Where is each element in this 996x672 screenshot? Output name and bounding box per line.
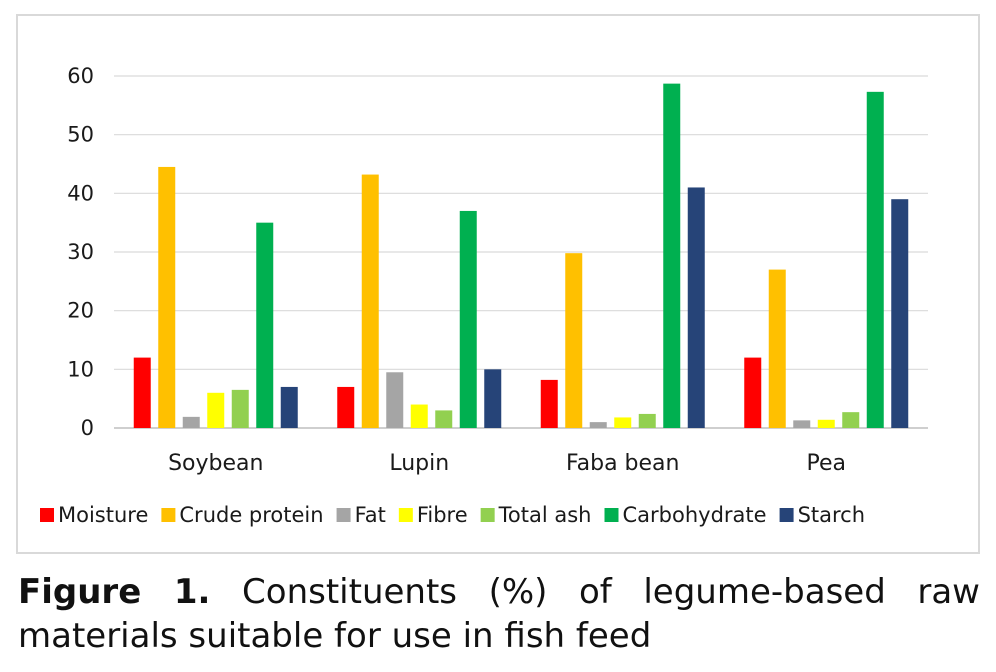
- bar-fat: [182, 416, 200, 428]
- bar-starch: [484, 369, 502, 428]
- y-tick-label: 60: [67, 64, 94, 88]
- y-tick-label: 40: [67, 181, 94, 205]
- bar-starch: [891, 199, 909, 428]
- bar-carbohydrate: [663, 83, 681, 429]
- bar-moisture: [337, 386, 355, 428]
- bar-carbohydrate: [866, 91, 884, 428]
- bar-crude-protein: [768, 269, 786, 428]
- legend-swatch: [40, 508, 54, 522]
- legend: Moisture Crude protein Fat Fibre Total ash Ca…: [40, 503, 865, 527]
- legend-label: Starch: [798, 503, 865, 527]
- legend-item: Carbohydrate: [604, 503, 767, 527]
- bar-carbohydrate: [459, 210, 477, 428]
- legend-swatch: [779, 508, 794, 522]
- x-category-label: Faba bean: [566, 451, 679, 476]
- legend-swatch: [398, 508, 413, 522]
- bar-fibre: [817, 419, 835, 428]
- legend-swatch: [604, 508, 619, 522]
- legend-label: Moisture: [58, 503, 148, 527]
- bar-crude-protein: [361, 174, 379, 428]
- figure-caption-text: Constituents (%) of legume-based raw mat…: [18, 572, 980, 656]
- y-axis-ticks: 0 10 20 30 40 50 60: [67, 64, 94, 440]
- bars: [133, 83, 909, 429]
- gridlines: [114, 75, 928, 429]
- bar-fat: [386, 372, 404, 428]
- bar-carbohydrate: [256, 222, 274, 428]
- bar-fibre: [207, 392, 225, 428]
- legend-label: Fibre: [417, 503, 468, 527]
- bar-crude-protein: [565, 253, 583, 428]
- legend-item: Fat: [336, 503, 386, 527]
- legend-item: Fibre: [398, 503, 468, 527]
- bar-crude-protein: [158, 166, 176, 428]
- legend-label: Carbohydrate: [623, 503, 767, 527]
- bar-total-ash: [842, 412, 860, 428]
- legend-item: Moisture: [40, 503, 148, 527]
- bar-starch: [280, 386, 298, 428]
- y-tick-label: 0: [81, 416, 94, 440]
- bar-chart: 0 10 20 30 40 50 60 Soybean Lupin Faba bean Pea M…: [40, 64, 928, 527]
- legend-item: Total ash: [480, 503, 592, 527]
- legend-label: Crude protein: [179, 503, 323, 527]
- y-tick-label: 50: [67, 123, 94, 147]
- y-tick-label: 20: [67, 299, 94, 323]
- figure-label: Figure 1.: [18, 572, 211, 612]
- x-category-label: Soybean: [168, 451, 263, 476]
- bar-fibre: [410, 404, 428, 428]
- x-category-label: Lupin: [389, 451, 449, 476]
- bar-moisture: [744, 357, 762, 428]
- bar-fat: [589, 422, 607, 428]
- y-tick-label: 30: [67, 240, 94, 264]
- bar-fat: [793, 420, 811, 428]
- figure-caption: Figure 1. Constituents (%) of legume-bas…: [18, 570, 980, 658]
- x-category-label: Pea: [807, 451, 847, 476]
- bar-moisture: [540, 379, 558, 428]
- bar-total-ash: [435, 410, 453, 428]
- bar-total-ash: [231, 389, 249, 428]
- legend-label: Total ash: [498, 503, 592, 527]
- bar-starch: [687, 187, 705, 428]
- bar-moisture: [133, 357, 151, 428]
- legend-swatch: [336, 508, 351, 522]
- legend-item: Starch: [779, 503, 865, 527]
- legend-label: Fat: [355, 503, 386, 527]
- bar-fibre: [614, 417, 632, 428]
- bar-total-ash: [638, 413, 656, 428]
- legend-swatch: [161, 508, 176, 522]
- y-tick-label: 10: [67, 357, 94, 381]
- legend-swatch: [480, 508, 495, 522]
- chart-frame: 0 10 20 30 40 50 60 Soybean Lupin Faba bean Pea M…: [16, 14, 980, 554]
- x-axis-categories: Soybean Lupin Faba bean Pea: [168, 451, 846, 476]
- legend-item: Crude protein: [161, 503, 324, 527]
